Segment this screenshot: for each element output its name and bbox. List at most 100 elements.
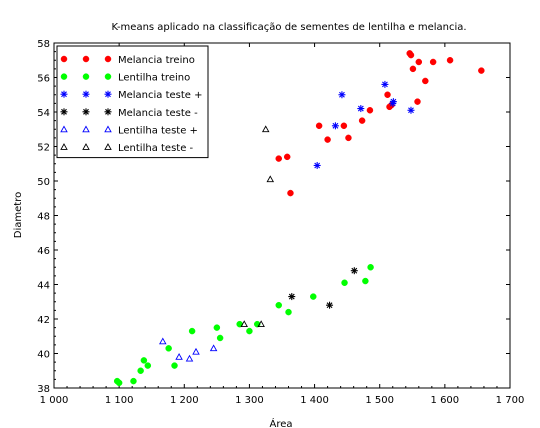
legend-marker (60, 143, 68, 150)
legend-item: Melancia teste + (60, 90, 203, 101)
x-tick-label: 1 700 (496, 395, 525, 406)
legend-marker (104, 108, 112, 116)
data-point (407, 51, 415, 59)
data-point (209, 344, 218, 352)
data-points (113, 50, 485, 387)
legend-marker (82, 108, 90, 116)
legend-label: Lentilha teste + (118, 125, 198, 136)
data-point (446, 57, 454, 64)
data-point (246, 327, 253, 335)
data-point (478, 67, 485, 74)
legend-marker (82, 125, 90, 133)
data-point (338, 91, 346, 99)
data-point (257, 320, 265, 328)
series-1 (275, 50, 485, 197)
legend: Melancia treino Lentilha treino Melancia t… (56, 45, 209, 159)
legend-marker (60, 108, 68, 116)
x-axis: 1 000 1 100 1 200 1 300 1 400 1 500 1 600 1 700 (40, 43, 525, 406)
data-point (366, 107, 374, 114)
data-point (192, 347, 200, 355)
data-point (165, 345, 172, 352)
data-point (240, 320, 248, 328)
series-3 (313, 80, 415, 169)
data-point (389, 98, 397, 106)
legend-marker (104, 143, 112, 150)
series-5 (159, 337, 218, 362)
y-tick-label: 48 (37, 212, 50, 223)
y-tick-label: 50 (37, 177, 50, 188)
legend-marker (104, 73, 112, 80)
data-point (414, 98, 421, 105)
data-point (358, 117, 366, 124)
x-tick-label: 1 200 (170, 395, 199, 406)
data-point (285, 308, 292, 316)
data-point (185, 354, 194, 362)
data-point (288, 293, 296, 301)
data-point (266, 175, 275, 183)
data-point (345, 134, 352, 142)
data-point (140, 357, 148, 364)
y-tick-label: 44 (37, 281, 50, 292)
data-point (171, 362, 178, 369)
chart-title: K-means aplicado na classificação de sem… (111, 22, 466, 33)
legend-marker (82, 90, 90, 98)
data-point (429, 58, 437, 66)
data-point (310, 293, 317, 300)
x-tick-label: 1 100 (105, 395, 134, 406)
data-point (340, 122, 348, 130)
data-point (144, 362, 152, 369)
data-point (381, 80, 389, 88)
y-axis-title: Diametro (13, 192, 24, 238)
legend-marker (82, 73, 90, 80)
data-point (175, 353, 183, 360)
data-point (324, 136, 331, 143)
legend-item: Lentilha teste - (60, 143, 194, 154)
legend-marker (60, 55, 68, 63)
data-point (341, 279, 348, 287)
y-tick-label: 58 (37, 39, 50, 50)
legend-label: Melancia treino (118, 55, 195, 66)
data-point (357, 105, 365, 113)
legend-item: Melancia teste - (60, 108, 198, 119)
x-tick-label: 1 300 (235, 395, 264, 406)
data-point (130, 377, 137, 385)
series-6 (240, 125, 275, 328)
y-tick-label: 38 (37, 384, 50, 395)
y-tick-label: 52 (37, 143, 50, 154)
legend-marker (60, 90, 68, 98)
data-point (326, 301, 334, 309)
data-point (283, 153, 291, 161)
data-point (275, 301, 282, 309)
legend-marker (60, 73, 68, 80)
data-point (287, 189, 294, 197)
legend-label: Lentilha teste - (118, 143, 194, 154)
data-point (367, 264, 374, 271)
legend-marker (104, 125, 112, 133)
y-axis: 38 40 42 44 46 48 50 52 54 56 58 (37, 39, 510, 395)
legend-marker (82, 55, 90, 63)
legend-label: Melancia teste - (118, 108, 198, 119)
y-tick-label: 40 (37, 350, 50, 361)
y-tick-label: 56 (37, 74, 50, 85)
data-point (188, 327, 196, 335)
data-point (331, 122, 339, 130)
data-point (409, 65, 417, 73)
series-4 (288, 267, 358, 309)
data-point (213, 324, 221, 331)
data-point (362, 277, 369, 285)
x-tick-label: 1 600 (431, 395, 460, 406)
legend-item: Lentilha teste + (60, 125, 198, 136)
data-point (350, 267, 358, 275)
legend-marker (60, 125, 68, 133)
data-point (315, 122, 323, 130)
y-tick-label: 54 (37, 108, 50, 119)
data-point (216, 334, 224, 342)
data-point (313, 161, 321, 169)
y-tick-label: 46 (37, 246, 50, 257)
data-point (137, 367, 144, 374)
x-tick-label: 1 000 (40, 395, 69, 406)
legend-label: Lentilha treino (118, 73, 190, 84)
data-point (415, 58, 423, 66)
legend-label: Melancia teste + (118, 90, 203, 101)
